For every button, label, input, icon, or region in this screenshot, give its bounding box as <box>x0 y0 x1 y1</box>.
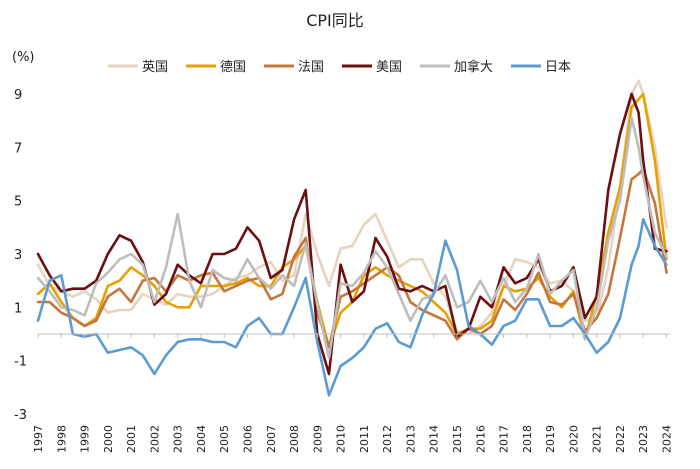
x-tick-label: 2002 <box>148 425 161 453</box>
legend-label: 英国 <box>142 60 168 75</box>
x-tick-label: 2022 <box>614 425 627 453</box>
x-tick-label: 2018 <box>521 425 534 453</box>
x-tick-label: 1997 <box>32 425 45 453</box>
x-tick-label: 2019 <box>544 425 557 453</box>
y-tick-label: 3 <box>14 248 22 263</box>
x-tick-label: 2001 <box>125 425 138 453</box>
x-tick-label: 2013 <box>404 425 417 453</box>
x-tick-label: 2010 <box>335 425 348 453</box>
x-tick-label: 2004 <box>195 425 208 453</box>
x-tick-label: 2003 <box>172 425 185 453</box>
legend-label: 法国 <box>298 60 324 75</box>
x-tick-label: 2000 <box>102 425 115 453</box>
series-line-2 <box>36 167 668 349</box>
x-tick-label: 2016 <box>474 425 487 453</box>
legend-label: 加拿大 <box>454 59 493 75</box>
x-tick-label: 1999 <box>79 425 92 453</box>
x-tick-label: 2024 <box>661 425 674 453</box>
series-line-3 <box>36 92 668 376</box>
y-axis-ticks: 9 7 5 3 1 -1 -3 <box>14 88 670 423</box>
x-tick-label: 2012 <box>381 425 394 453</box>
x-axis-ticks: 1997 1998 1999 2000 2001 2002 2003 2004 2005 2006… <box>32 334 674 453</box>
x-tick-label: 2017 <box>498 425 511 453</box>
x-tick-label: 2015 <box>451 425 464 453</box>
x-tick-label: 2021 <box>591 425 604 453</box>
legend-label: 德国 <box>220 60 246 75</box>
x-tick-label: 2023 <box>637 425 650 453</box>
y-tick-label: -3 <box>14 408 27 423</box>
chart-title: CPI同比 <box>306 11 364 30</box>
y-tick-label: -1 <box>14 355 27 370</box>
y-tick-label: 9 <box>14 88 22 103</box>
plot-area <box>36 79 668 397</box>
y-axis-label: (%) <box>12 50 35 65</box>
x-tick-label: 2006 <box>242 425 255 453</box>
y-tick-label: 5 <box>14 195 22 210</box>
series-line-4 <box>36 116 668 360</box>
series-line-0 <box>36 79 668 336</box>
y-tick-label: 7 <box>14 141 22 156</box>
series-line-5 <box>36 218 668 397</box>
legend: 英国 德国 法国 美国 加拿大 日本 <box>108 59 571 75</box>
y-tick-label: 1 <box>14 301 22 316</box>
x-tick-label: 2005 <box>218 425 231 453</box>
legend-label: 美国 <box>376 60 402 75</box>
x-tick-label: 2007 <box>265 425 278 453</box>
x-tick-label: 1998 <box>55 425 68 453</box>
x-tick-label: 2011 <box>358 425 371 453</box>
x-tick-label: 2014 <box>428 425 441 453</box>
x-tick-label: 2008 <box>288 425 301 453</box>
x-tick-label: 2020 <box>567 425 580 453</box>
legend-label: 日本 <box>545 60 571 75</box>
x-tick-label: 2009 <box>311 425 324 453</box>
